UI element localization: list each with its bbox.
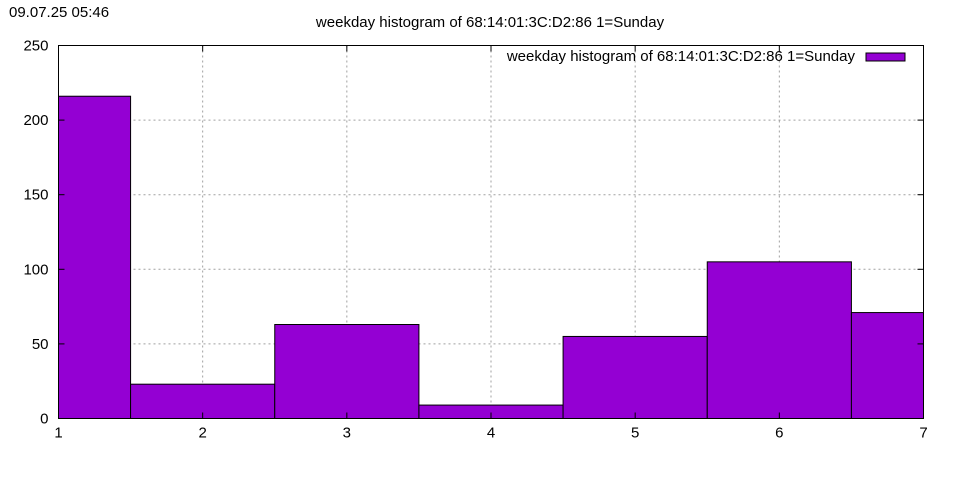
x-tick-label: 7 [919, 425, 927, 442]
legend-label: weekday histogram of 68:14:01:3C:D2:86 1… [506, 48, 856, 65]
chart-title: weekday histogram of 68:14:01:3C:D2:86 1… [315, 14, 665, 31]
bar-day-5 [562, 335, 708, 419]
timestamp: 09.07.25 05:46 [9, 4, 110, 21]
y-tick-label: 250 [23, 38, 48, 55]
bar-day-1 [58, 95, 132, 419]
x-tick-label: 1 [54, 425, 62, 442]
y-tick-label: 50 [32, 336, 49, 353]
y-tick-label: 0 [40, 411, 48, 428]
bar-day-3 [274, 324, 420, 419]
bar-day-7 [850, 312, 925, 419]
legend-swatch [865, 52, 906, 62]
x-tick-label: 4 [487, 425, 495, 442]
axis-ticks [58, 45, 924, 419]
x-tick-label: 2 [198, 425, 206, 442]
y-tick-label: 200 [23, 112, 48, 129]
y-tick-label: 100 [23, 261, 48, 278]
legend: weekday histogram of 68:14:01:3C:D2:86 1… [506, 48, 906, 65]
bar-day-6 [706, 261, 852, 419]
y-tick-label: 150 [23, 187, 48, 204]
x-tick-label: 3 [343, 425, 351, 442]
x-tick-label: 6 [775, 425, 783, 442]
x-tick-label: 5 [631, 425, 639, 442]
tick-labels: 1 2 3 4 5 6 7 0 50 100 150 200 250 [23, 38, 927, 442]
